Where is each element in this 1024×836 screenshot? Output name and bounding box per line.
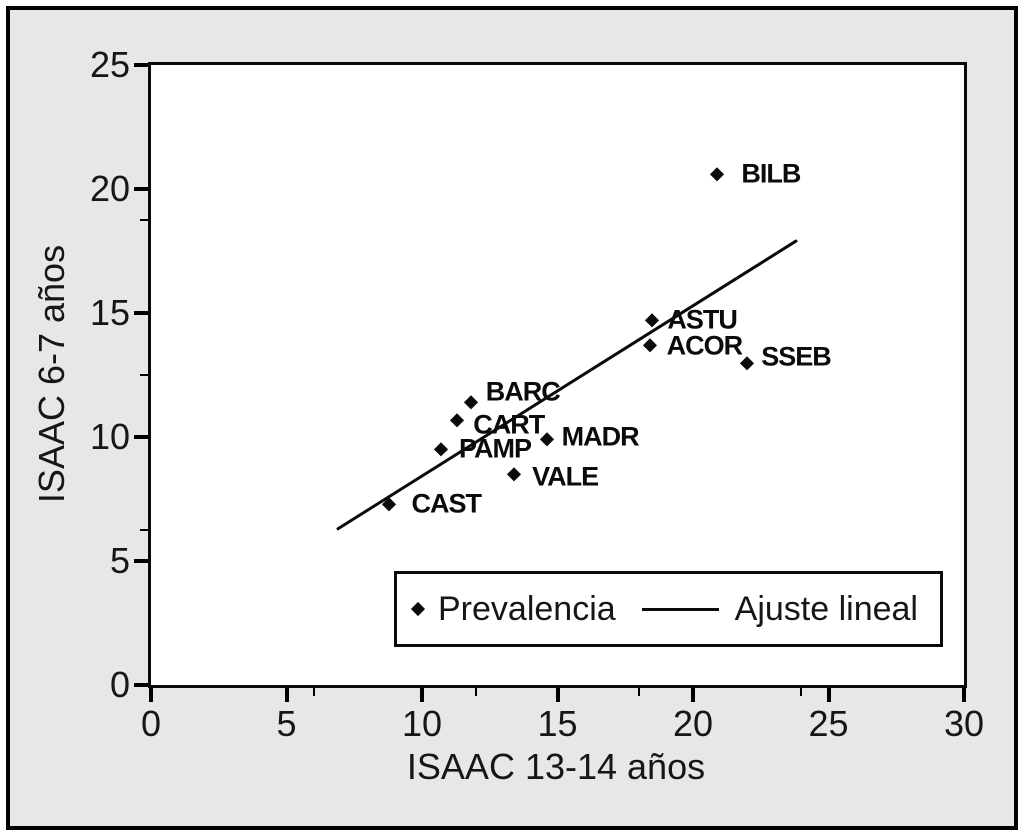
y-axis-tick-label: 20 [89, 168, 130, 209]
data-point-label: PAMP [458, 433, 532, 464]
x-axis-title: ISAAC 13-14 años [406, 746, 706, 787]
y-axis-tick [134, 559, 148, 563]
y-axis-tick [134, 311, 148, 315]
x-axis-tick-label: 15 [537, 703, 578, 744]
x-axis-tick-label: 25 [808, 703, 849, 744]
x-axis-tick [420, 688, 424, 702]
y-axis-title: ISAAC 6-7 años [31, 244, 72, 504]
y-axis-tick-label: 5 [109, 540, 130, 581]
x-axis-tick-label: 0 [140, 703, 162, 744]
trend-line-svg [336, 239, 798, 531]
x-axis-tick-label: 30 [943, 703, 985, 744]
y-axis-minor-tick [140, 219, 148, 221]
y-axis-tick [134, 683, 148, 687]
y-axis-minor-tick [140, 529, 148, 531]
x-axis-tick [284, 688, 289, 702]
data-point-label: ACOR [666, 330, 743, 361]
y-axis-tick-label: 0 [109, 664, 130, 705]
y-axis-tick [134, 187, 148, 191]
x-axis-minor-tick [637, 688, 640, 696]
x-axis-tick [691, 688, 695, 702]
y-axis-tick-label: 10 [89, 416, 130, 457]
x-axis-tick [149, 688, 153, 702]
data-point-label: CART [473, 409, 545, 440]
line-marker-icon [641, 607, 719, 611]
x-axis-tick [826, 688, 831, 702]
data-point-label: BARC [485, 376, 561, 407]
y-axis-minor-tick [140, 374, 148, 376]
y-axis-tick-label: 25 [89, 44, 130, 85]
data-point-label: SSEB [761, 341, 832, 372]
data-point-label: MADR [561, 421, 640, 452]
figure-frame: ISAAC 6-7 años ISAAC 13-14 años 0 5 10 15 20… [6, 6, 1018, 830]
x-axis-tick-label: 5 [276, 703, 297, 744]
x-axis-tick-label: 20 [672, 703, 714, 744]
x-axis-tick [555, 688, 560, 702]
legend-label-prevalencia: Prevalencia [438, 589, 616, 628]
x-axis-tick [962, 688, 966, 702]
data-point-label: ASTU [667, 304, 737, 335]
x-axis-minor-tick [312, 688, 315, 696]
data-point-label: CAST [411, 488, 481, 519]
y-axis-tick [134, 435, 148, 439]
legend-label-ajuste-lineal: Ajuste lineal [734, 589, 918, 628]
x-axis-minor-tick [800, 688, 803, 696]
data-point-label: BILB [741, 158, 801, 189]
y-axis-tick-label: 15 [89, 292, 130, 333]
legend-box: Prevalencia Ajuste lineal [394, 571, 943, 647]
data-point-label: VALE [532, 461, 599, 492]
diamond-marker-icon [410, 601, 426, 617]
y-axis-tick [134, 63, 148, 67]
trend-line [336, 239, 798, 531]
x-axis-tick-label: 10 [401, 703, 443, 744]
plot-area: 0 5 10 15 20 25 30 0 5 10 15 20 25 BILB ASTU ACOR SSEB BA… [90, 46, 984, 743]
x-axis-minor-tick [475, 688, 478, 696]
